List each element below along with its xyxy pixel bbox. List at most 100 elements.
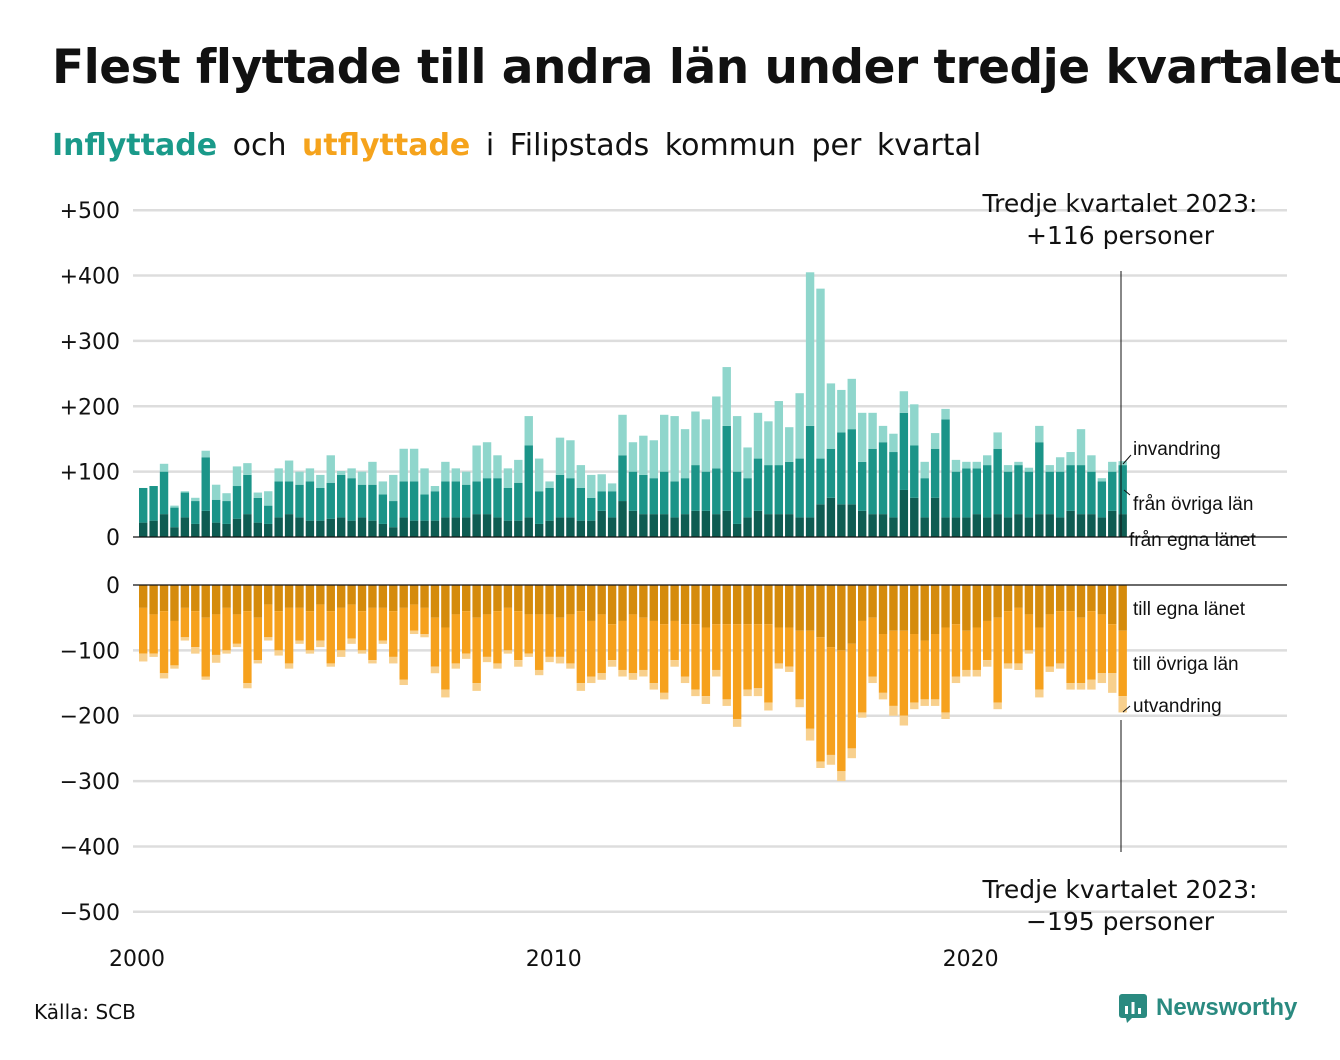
bar-in-other — [1108, 471, 1117, 511]
bar-out-other — [222, 607, 231, 651]
bar-in-own — [462, 517, 471, 537]
bar-out-other — [316, 604, 325, 641]
bar-out-other — [607, 624, 617, 661]
bar-out-emig — [503, 650, 513, 654]
bar-out-own — [191, 585, 200, 612]
bar-in-immig — [920, 461, 929, 479]
bar-out-other — [1066, 611, 1075, 684]
bar-in-own — [191, 523, 200, 537]
bar-out-emig — [180, 637, 190, 641]
bar-out-other — [555, 617, 565, 657]
bar-out-other — [545, 614, 554, 657]
bar-out-other — [326, 611, 335, 664]
bar-in-own — [555, 517, 565, 537]
bar-in-immig — [951, 459, 961, 472]
bar-out-other — [993, 617, 1002, 703]
bar-out-emig — [222, 650, 231, 654]
bar-in-other — [910, 445, 919, 498]
bar-in-other — [628, 471, 638, 511]
series-label-utvandring: utvandring — [1133, 696, 1222, 717]
x-tick-label: 2000 — [109, 947, 165, 972]
bar-out-other — [264, 604, 273, 638]
bar-in-immig — [816, 288, 825, 459]
bar-in-own — [1003, 517, 1013, 537]
bar-out-other — [660, 624, 669, 693]
bar-out-other — [347, 604, 356, 639]
bar-out-emig — [389, 656, 398, 664]
bar-out-emig — [274, 650, 283, 656]
bar-out-own — [722, 585, 731, 625]
bar-in-own — [264, 523, 273, 537]
bar-out-other — [295, 607, 304, 641]
bar-out-own — [326, 585, 335, 612]
bar-out-own — [274, 585, 283, 612]
bar-out-other — [691, 624, 700, 690]
bar-in-immig — [1014, 461, 1023, 466]
bar-in-own — [722, 510, 731, 537]
y-tick-label: +200 — [60, 395, 120, 420]
bar-in-own — [785, 514, 794, 537]
bar-in-other — [441, 481, 450, 518]
bar-in-own — [399, 517, 408, 537]
bar-out-own — [951, 585, 961, 625]
bar-out-emig — [534, 669, 544, 676]
bar-out-own — [837, 585, 846, 651]
bar-out-own — [993, 585, 1002, 618]
y-tick-label: 0 — [106, 574, 120, 599]
bar-out-own — [305, 585, 315, 612]
bar-in-own — [451, 517, 460, 537]
bar-out-other — [847, 643, 856, 749]
bar-in-own — [566, 517, 575, 537]
bar-out-other — [576, 611, 586, 684]
bar-out-emig — [951, 676, 961, 684]
bar-in-immig — [1003, 465, 1013, 472]
bar-in-other — [357, 484, 367, 518]
bar-in-own — [274, 517, 283, 537]
bar-in-own — [993, 514, 1002, 537]
bar-in-immig — [524, 416, 533, 446]
bar-out-other — [139, 607, 148, 654]
bar-out-emig — [889, 705, 898, 716]
bar-in-immig — [983, 455, 992, 466]
bar-in-other — [378, 494, 388, 524]
bar-in-immig — [670, 416, 679, 482]
bar-in-immig — [274, 468, 283, 482]
bar-out-own — [1045, 585, 1054, 615]
y-tick-label: 0 — [106, 526, 120, 551]
label-leader-other — [1123, 489, 1131, 496]
bar-in-own — [441, 517, 450, 537]
bar-in-own — [149, 520, 158, 537]
bar-out-own — [670, 585, 679, 621]
bar-in-own — [180, 517, 190, 537]
bar-in-other — [837, 432, 846, 505]
bar-in-other — [201, 457, 210, 511]
bar-out-emig — [941, 712, 950, 719]
bar-out-own — [732, 585, 742, 625]
bar-in-other — [482, 478, 492, 515]
bar-out-other — [243, 611, 252, 684]
bar-in-immig — [1045, 465, 1054, 472]
bar-in-immig — [566, 440, 575, 479]
annotation-top-line2: +116 personer — [1026, 221, 1215, 250]
bar-out-emig — [399, 679, 408, 686]
bar-in-own — [1045, 514, 1054, 537]
bar-in-other — [764, 465, 773, 515]
brand-logo[interactable]: Newsworthy — [1118, 993, 1297, 1023]
bar-in-own — [159, 514, 169, 537]
bar-out-emig — [462, 653, 471, 659]
bar-out-other — [191, 611, 200, 648]
bar-out-own — [284, 585, 294, 608]
subtitle-rest: i Filipstads kommun per kvartal — [485, 128, 982, 163]
bar-out-emig — [1024, 650, 1034, 654]
bar-out-other — [670, 620, 679, 661]
bar-in-other — [607, 491, 617, 518]
bar-out-emig — [837, 771, 846, 782]
bar-in-immig — [1076, 429, 1086, 466]
bar-in-other — [170, 507, 179, 528]
bar-in-own — [347, 520, 356, 537]
bar-out-own — [139, 585, 148, 608]
bar-in-own — [430, 520, 440, 537]
bar-out-emig — [576, 683, 586, 691]
bar-in-immig — [941, 408, 950, 420]
y-tick-label: −500 — [60, 901, 120, 926]
